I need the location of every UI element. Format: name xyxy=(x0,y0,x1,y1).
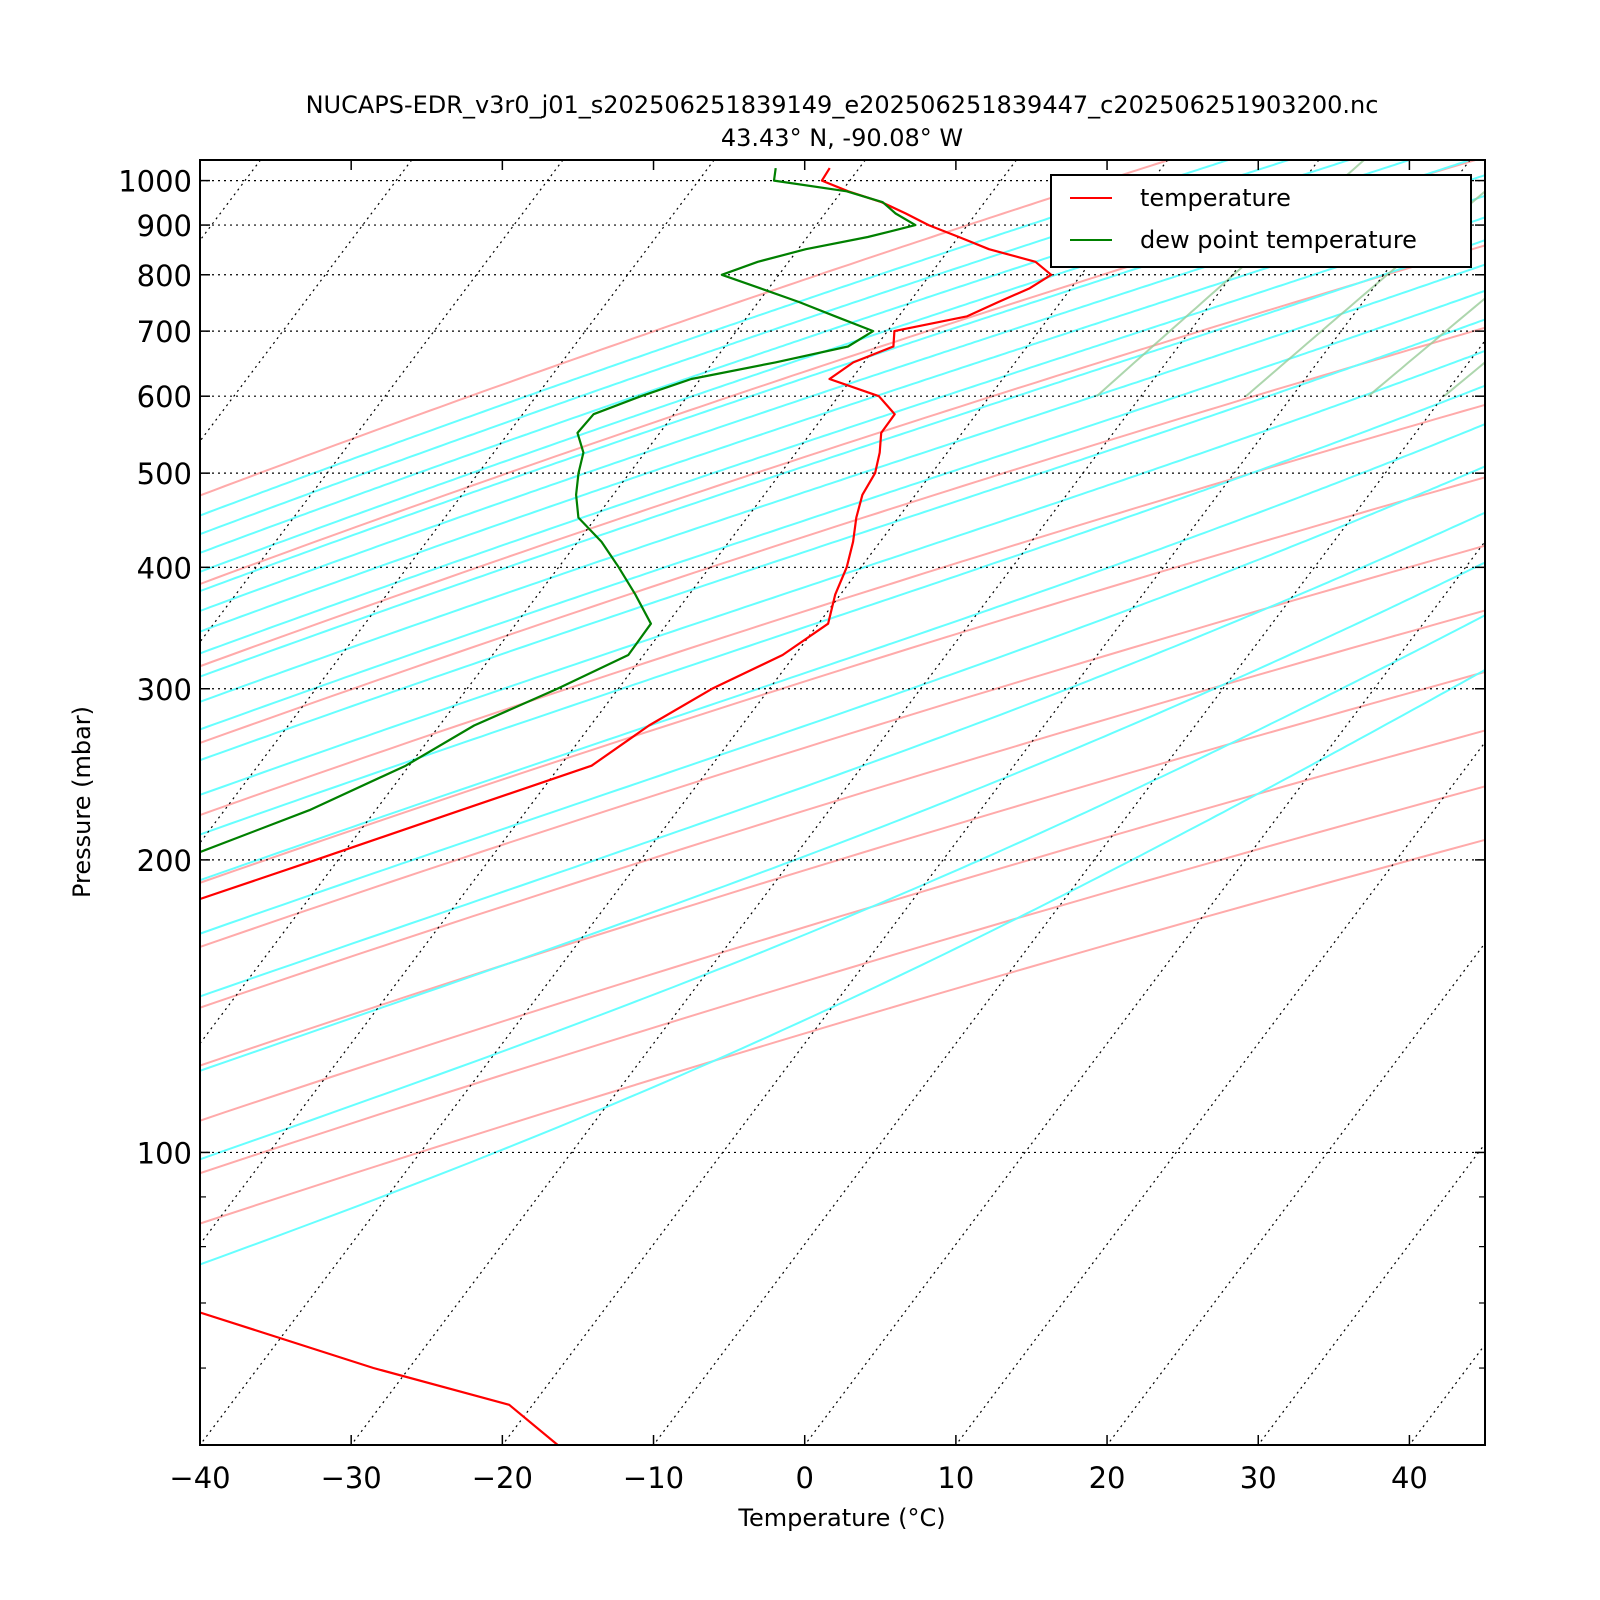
y-tick-label: 1000 xyxy=(118,165,192,199)
isotherm xyxy=(955,741,1485,1445)
isotherm xyxy=(200,160,413,443)
moist-adiabat xyxy=(200,349,1485,796)
legend: temperature dew point temperature xyxy=(1050,174,1472,268)
x-tick-label: −20 xyxy=(472,1461,533,1495)
x-tick-label: 40 xyxy=(1391,1461,1428,1495)
moist-adiabat xyxy=(200,511,1485,998)
moist-adiabat xyxy=(200,465,1485,935)
isobar-gridlines xyxy=(200,179,1485,1154)
x-tick-label: 0 xyxy=(795,1461,813,1495)
x-tick-label: −30 xyxy=(321,1461,382,1495)
dry-adiabat xyxy=(200,670,1485,1067)
y-tick-label: 800 xyxy=(137,259,192,293)
moist-adiabat xyxy=(200,263,1485,703)
moist-adiabat xyxy=(200,318,1485,762)
moist-adiabat xyxy=(200,194,1485,633)
isotherm xyxy=(200,160,1169,1445)
chart-subtitle: 43.43° N, -90.08° W xyxy=(721,124,963,152)
isotherm xyxy=(200,160,1017,1246)
y-tick-label: 100 xyxy=(137,1136,192,1170)
isotherm xyxy=(1408,1343,1485,1445)
y-tick-label: 600 xyxy=(137,380,192,414)
temperature-line xyxy=(200,167,1053,1445)
moist-adiabat xyxy=(200,216,1485,655)
dry-adiabat xyxy=(200,729,1485,1122)
y-axis-label: Pressure (mbar) xyxy=(68,706,96,898)
y-tick-label: 300 xyxy=(137,673,192,707)
dry-adiabat xyxy=(200,609,1485,1009)
dry-adiabat xyxy=(200,838,1485,1225)
profile-series xyxy=(200,167,1053,1445)
isotherm xyxy=(200,160,715,844)
x-tick-label: 30 xyxy=(1240,1461,1277,1495)
moist-adiabat xyxy=(200,423,1485,882)
moist-adiabat xyxy=(200,160,1410,573)
legend-label-temperature: temperature xyxy=(1140,184,1291,212)
x-tick-label: 10 xyxy=(937,1461,974,1495)
moist-adiabat xyxy=(200,384,1485,836)
legend-label-dewpoint: dew point temperature xyxy=(1140,226,1417,254)
dry-adiabat xyxy=(200,160,1476,586)
y-tick-label: 400 xyxy=(137,551,192,585)
y-tick-label: 700 xyxy=(137,315,192,349)
isotherm xyxy=(501,160,1471,1445)
mixing-ratio-line xyxy=(1367,297,1485,397)
y-tick-label: 200 xyxy=(137,844,192,878)
moist-adiabat xyxy=(200,289,1485,731)
y-tick-label: 500 xyxy=(137,457,192,491)
dry-adiabat xyxy=(200,785,1485,1175)
y-tick-label: 900 xyxy=(137,209,192,243)
isotherm xyxy=(200,160,866,1045)
dry-adiabat xyxy=(200,476,1485,884)
y-axis-ticks: 100 200 300 400 500 600 700 800 900 1000 xyxy=(118,165,1485,1369)
mixing-ratio-line xyxy=(1544,160,1600,396)
isotherm xyxy=(350,160,1320,1445)
moist-adiabat xyxy=(200,174,1485,613)
x-axis-ticks: −40 −30 −20 −10 0 10 20 30 40 xyxy=(169,160,1428,1495)
moist-adiabat xyxy=(200,668,1485,1266)
isotherm xyxy=(653,339,1485,1445)
moist-adiabat xyxy=(200,614,1485,1161)
dry-adiabat xyxy=(200,403,1485,817)
dry-adiabat xyxy=(200,544,1485,949)
moist-adiabat xyxy=(200,160,1229,517)
plot-frame xyxy=(199,159,1486,1446)
isotherm xyxy=(200,160,261,242)
isotherm xyxy=(1106,942,1485,1445)
dewpoint-line xyxy=(200,167,917,854)
dry-adiabat xyxy=(200,244,1485,668)
x-axis-label: Temperature (°C) xyxy=(737,1504,945,1532)
x-tick-label: 20 xyxy=(1089,1461,1126,1495)
legend-box xyxy=(1050,174,1472,268)
isotherm xyxy=(804,540,1485,1445)
background-lines xyxy=(200,160,1600,1445)
moist-adiabat xyxy=(200,561,1485,1072)
moist-adiabat xyxy=(200,239,1485,678)
chart-title: NUCAPS-EDR_v3r0_j01_s202506251839149_e20… xyxy=(306,91,1379,119)
moist-adiabat xyxy=(200,160,1471,593)
moist-adiabat xyxy=(200,160,1289,536)
x-tick-label: −40 xyxy=(169,1461,230,1495)
x-tick-label: −10 xyxy=(623,1461,684,1495)
dry-adiabat xyxy=(200,326,1485,745)
dry-adiabat xyxy=(200,160,1170,497)
